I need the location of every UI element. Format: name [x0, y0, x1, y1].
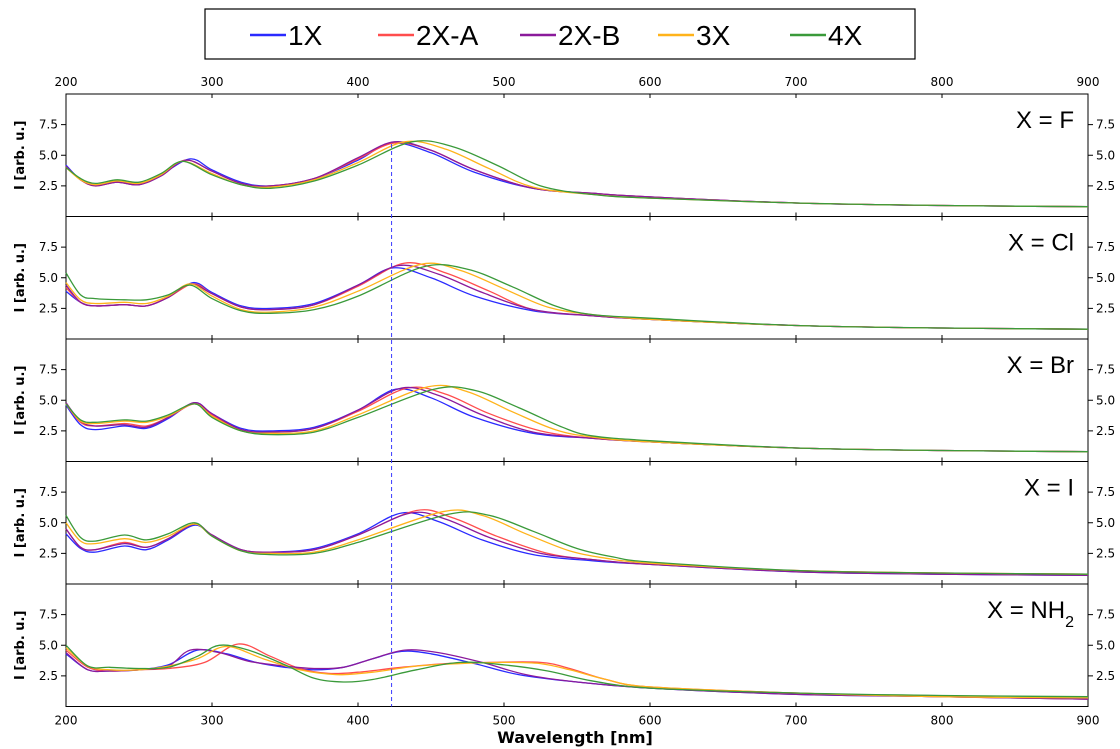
- y-axis-label: I [arb. u.]: [13, 366, 28, 435]
- y-tick-label-right: 5.0: [1096, 516, 1115, 530]
- top-tick-label: 600: [639, 75, 662, 89]
- bottom-tick-label: 700: [785, 714, 808, 728]
- series-line-4x: [65, 511, 1089, 575]
- series-line-1x: [65, 648, 1089, 700]
- y-axis-label: I [arb. u.]: [13, 243, 28, 312]
- y-tick-label-left: 2.5: [39, 546, 58, 560]
- y-tick-label-left: 2.5: [39, 301, 58, 315]
- legend-label-1x: 1X: [288, 20, 323, 51]
- y-tick-label-left: 5.0: [39, 516, 58, 530]
- series-line-4x: [65, 140, 1089, 208]
- series-line-2x-b: [65, 140, 1089, 208]
- panel-label: X = I: [1024, 475, 1074, 502]
- panel-label: X = Cl: [1008, 230, 1074, 257]
- panel-label: X = F: [1016, 107, 1074, 134]
- series-line-1x: [65, 267, 1089, 330]
- panel-2: 2.5 2.5 5.0 5.0 7.5 7.5 I [arb. u.] X = Cl: [13, 216, 1115, 340]
- panel-1: 2.5 2.5 5.0 5.0 7.5 7.5 I [arb. u.] X = F: [13, 93, 1115, 217]
- legend-label-2x-a: 2X-A: [416, 20, 479, 51]
- y-tick-label-right: 2.5: [1096, 424, 1115, 438]
- y-tick-label-right: 5.0: [1096, 638, 1115, 652]
- panel-label: X = NH2: [987, 597, 1074, 631]
- y-axis-label: I [arb. u.]: [13, 611, 28, 680]
- y-tick-label-left: 5.0: [39, 638, 58, 652]
- top-tick-label: 500: [493, 75, 516, 89]
- bottom-tick-label: 500: [493, 714, 516, 728]
- y-tick-label-left: 2.5: [39, 669, 58, 683]
- y-tick-label-right: 7.5: [1096, 118, 1115, 132]
- y-tick-label-right: 2.5: [1096, 301, 1115, 315]
- bottom-tick-label: 800: [931, 714, 954, 728]
- y-tick-label-right: 7.5: [1096, 240, 1115, 254]
- bottom-x-axis: 200 300 400 500 600 700 800 900: [55, 714, 1100, 728]
- y-tick-label-left: 2.5: [39, 179, 58, 193]
- panel-label-subscript: 2: [1065, 614, 1074, 631]
- top-x-axis: 200 300 400 500 600 700 800 900: [55, 75, 1100, 89]
- series-line-4x: [65, 263, 1089, 330]
- y-tick-label-left: 2.5: [39, 424, 58, 438]
- legend-label-3x: 3X: [696, 20, 731, 51]
- panels: 2.5 2.55.0 5.07.5 7.5I [arb. u.]X = F2.5 2.5…: [13, 93, 1115, 707]
- y-tick-label-right: 2.5: [1096, 669, 1115, 683]
- top-tick-label: 300: [201, 75, 224, 89]
- series-line-2x-b: [65, 511, 1089, 577]
- y-tick-label-left: 7.5: [39, 485, 58, 499]
- top-tick-label: 200: [55, 75, 78, 89]
- bottom-tick-label: 200: [55, 714, 78, 728]
- y-tick-label-left: 5.0: [39, 393, 58, 407]
- series-line-4x: [65, 386, 1089, 453]
- y-axis-label: I [arb. u.]: [13, 121, 28, 190]
- panel-label: X = Br: [1007, 352, 1074, 379]
- y-tick-label-right: 5.0: [1096, 393, 1115, 407]
- y-tick-label-right: 5.0: [1096, 148, 1115, 162]
- y-tick-label-left: 5.0: [39, 148, 58, 162]
- panel-frame: [65, 93, 1089, 217]
- panel-4: 2.5 2.5 5.0 5.0 7.5 7.5 I [arb. u.] X = I: [13, 461, 1115, 585]
- panel-frame: [65, 338, 1089, 462]
- top-tick-label: 800: [931, 75, 954, 89]
- x-axis-label: Wavelength [nm]: [497, 728, 653, 747]
- y-tick-label-left: 5.0: [39, 271, 58, 285]
- panel-5: 2.5 2.5 5.0 5.0 7.5 7.5 I [arb. u.] X = NH2: [13, 583, 1115, 707]
- y-tick-label-right: 2.5: [1096, 546, 1115, 560]
- y-tick-label-left: 7.5: [39, 118, 58, 132]
- series-line-2x-b: [65, 648, 1089, 700]
- legend: 1X 2X-A 2X-B 3X 4X: [204, 8, 916, 60]
- y-tick-label-right: 7.5: [1096, 608, 1115, 622]
- series-line-2x-a: [65, 509, 1089, 575]
- series-line-3x: [65, 509, 1089, 575]
- series-line-2x-a: [65, 386, 1089, 453]
- y-tick-label-right: 7.5: [1096, 363, 1115, 377]
- series-line-2x-b: [65, 264, 1089, 330]
- y-tick-label-left: 7.5: [39, 240, 58, 254]
- panel-frame: [65, 216, 1089, 340]
- y-tick-label-right: 5.0: [1096, 271, 1115, 285]
- bottom-tick-label: 600: [639, 714, 662, 728]
- y-axis-label: I [arb. u.]: [13, 488, 28, 557]
- bottom-tick-label: 900: [1077, 714, 1100, 728]
- y-tick-label-left: 7.5: [39, 363, 58, 377]
- bottom-tick-label: 300: [201, 714, 224, 728]
- y-tick-label-left: 7.5: [39, 608, 58, 622]
- y-tick-label-right: 2.5: [1096, 179, 1115, 193]
- panel-frame: [65, 461, 1089, 585]
- bottom-tick-label: 400: [347, 714, 370, 728]
- y-tick-label-right: 7.5: [1096, 485, 1115, 499]
- series-line-1x: [65, 511, 1089, 577]
- panel-3: 2.5 2.5 5.0 5.0 7.5 7.5 I [arb. u.] X = Br: [13, 338, 1115, 462]
- top-tick-label: 400: [347, 75, 370, 89]
- top-tick-label: 900: [1077, 75, 1100, 89]
- legend-label-4x: 4X: [828, 20, 863, 51]
- series-line-4x: [65, 644, 1089, 698]
- legend-label-2x-b: 2X-B: [558, 20, 620, 51]
- top-tick-label: 700: [785, 75, 808, 89]
